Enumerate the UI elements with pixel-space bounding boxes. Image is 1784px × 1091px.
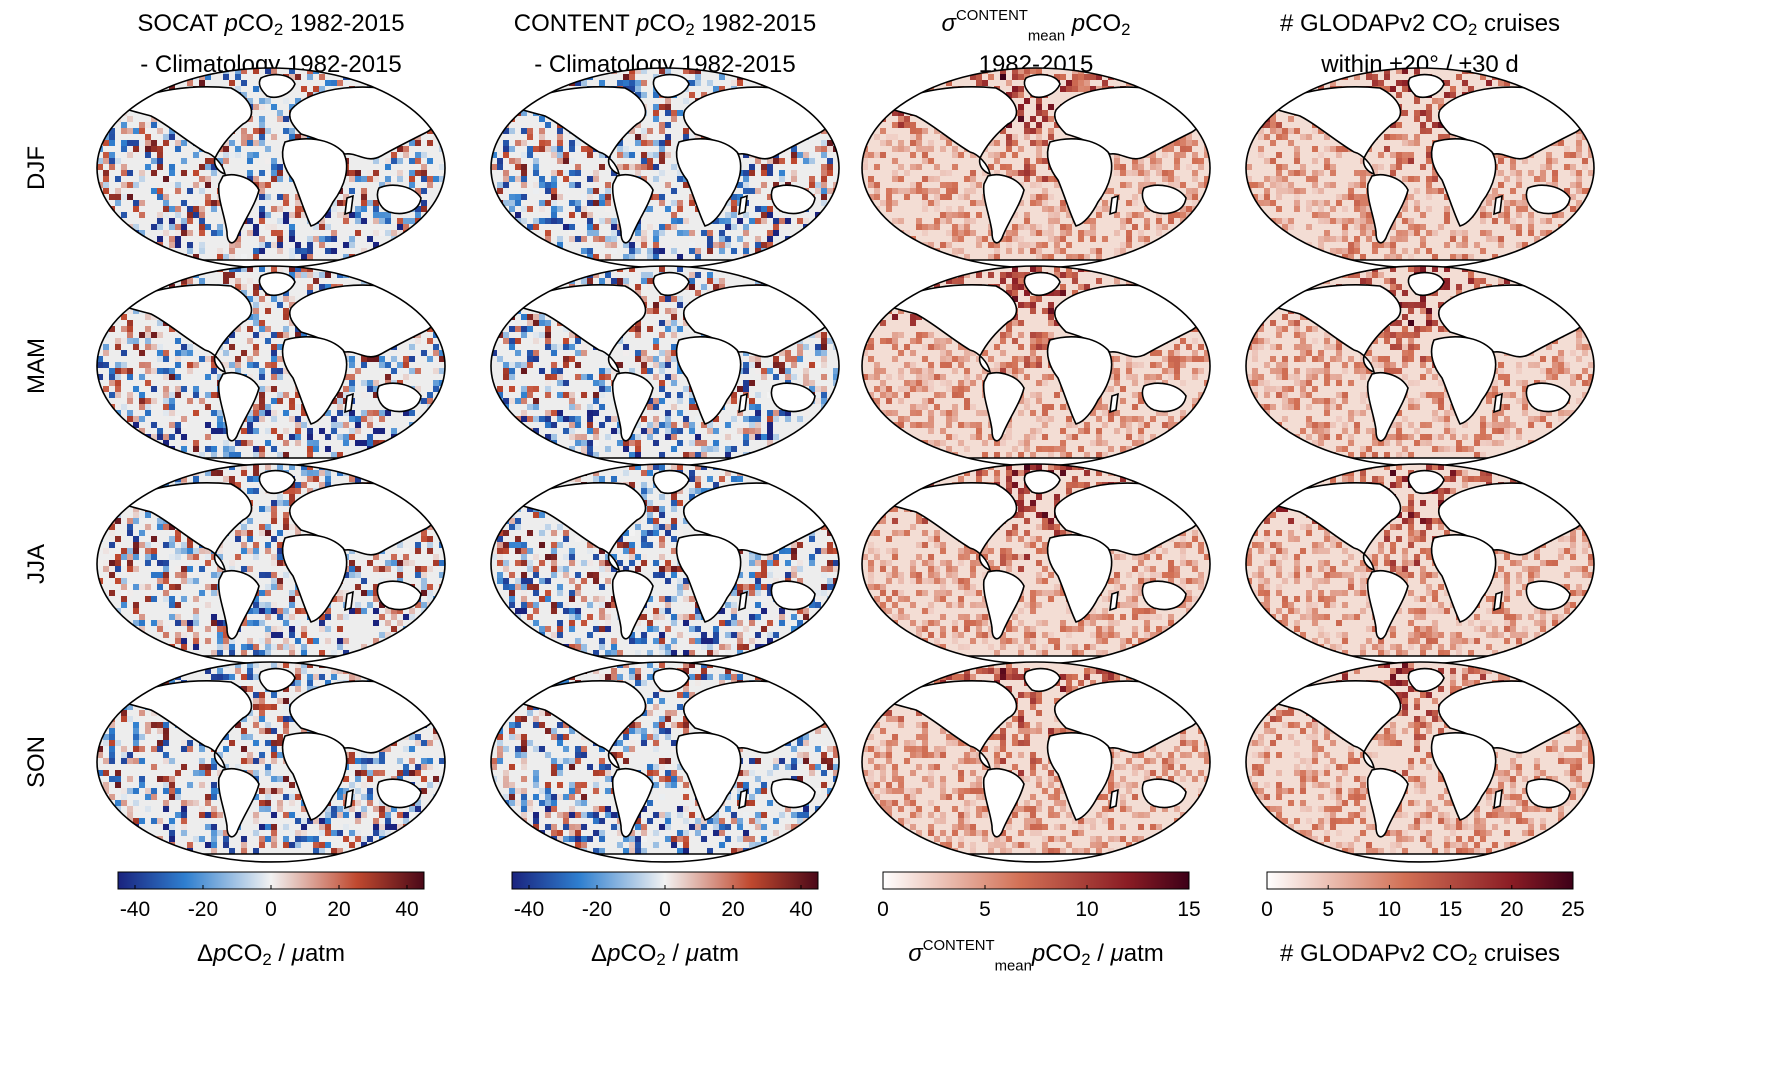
- map-frame: [861, 661, 1211, 863]
- colorbar-tick-label: -40: [120, 898, 150, 921]
- colorbar-tick-label: -20: [188, 898, 218, 921]
- colorbar-gradient: [1266, 871, 1574, 890]
- colorbar-tick-label: 0: [1261, 898, 1273, 921]
- column-titles: SOCAT pCO2 1982-2015- Climatology 1982-2…: [137, 8, 1560, 78]
- col3-title-line-1: σCONTENTmean pCO2: [942, 8, 1131, 44]
- colorbar-col2: -40 -20 0 20 40 ΔpCO2 / μatm: [511, 871, 819, 969]
- col4-title-line-1: # GLODAPv2 CO2 cruises: [1280, 10, 1560, 39]
- colorbar-tick-label: 25: [1561, 898, 1584, 921]
- col1-title-line-1: SOCAT pCO2 1982-2015: [137, 10, 404, 39]
- map-col1-mam: [96, 265, 446, 467]
- colorbar-tick-label: 0: [659, 898, 671, 921]
- row-label-jja: JJA: [23, 544, 50, 584]
- map-frame: [490, 661, 840, 863]
- map-col4-djf: [1245, 67, 1595, 269]
- map-col2-jja: [490, 463, 840, 665]
- colorbar-tick-label: 15: [1177, 898, 1200, 921]
- colorbar-tick-label: 5: [979, 898, 991, 921]
- colorbar-tick-label: 20: [721, 898, 744, 921]
- colorbar-tick-label: -40: [514, 898, 544, 921]
- col2-title-line-1: CONTENT pCO2 1982-2015: [514, 10, 816, 39]
- colorbar-tick-label: 0: [877, 898, 889, 921]
- colorbar-tick-label: 20: [1500, 898, 1523, 921]
- colorbar-tick-label: 40: [789, 898, 812, 921]
- map-col4-son: [1245, 661, 1595, 863]
- colorbar-label-col3: σCONTENTmeanpCO2 / μatm: [908, 938, 1164, 974]
- row-labels: DJF MAM JJA SON: [23, 146, 50, 788]
- colorbar-col4: 0 5 10 15 20 25# GLODAPv2 CO2 cruises: [1261, 871, 1585, 969]
- colorbar-tick-label: -20: [582, 898, 612, 921]
- colorbar-col3: 0 5 10 15 σCONTENTmeanpCO2 / μatm: [877, 871, 1201, 975]
- colorbar-tick-label: 0: [265, 898, 277, 921]
- colorbar-tick-label: 5: [1322, 898, 1334, 921]
- colorbar-tick-label: 40: [395, 898, 418, 921]
- map-col1-son: [96, 661, 446, 863]
- colorbar-tick-label: 15: [1439, 898, 1462, 921]
- colorbar-gradient: [882, 871, 1190, 890]
- row-label-son: SON: [23, 736, 50, 788]
- colorbar-label-col1: ΔpCO2 / μatm: [197, 940, 345, 969]
- map-col4-mam: [1245, 265, 1595, 467]
- map-col2-son: [490, 661, 840, 863]
- colorbar-label-col2: ΔpCO2 / μatm: [591, 940, 739, 969]
- map-col2-djf: [490, 67, 840, 269]
- colorbar-tick-label: 20: [327, 898, 350, 921]
- map-frame: [1245, 661, 1595, 863]
- colorbar-label-col4: # GLODAPv2 CO2 cruises: [1280, 940, 1560, 969]
- map-col3-jja: [861, 463, 1211, 665]
- map-col4-jja: [1245, 463, 1595, 665]
- map-col1-jja: [96, 463, 446, 665]
- map-frame: [96, 661, 446, 863]
- colorbar-tick-label: 10: [1378, 898, 1401, 921]
- row-label-mam: MAM: [23, 338, 50, 394]
- map-col3-mam: [861, 265, 1211, 467]
- map-col1-djf: [96, 67, 446, 269]
- row-label-djf: DJF: [23, 146, 50, 190]
- colorbar-col1: -40 -20 0 20 40 ΔpCO2 / μatm: [117, 871, 425, 969]
- map-col3-son: [861, 661, 1211, 863]
- map-col3-djf: [861, 67, 1211, 269]
- colorbars: -40 -20 0 20 40 ΔpCO2 / μatm -40 -20 0 20 40 ΔpCO2 …: [117, 871, 1585, 975]
- map-col2-mam: [490, 265, 840, 467]
- colorbar-tick-label: 10: [1075, 898, 1098, 921]
- maps: [96, 67, 1595, 863]
